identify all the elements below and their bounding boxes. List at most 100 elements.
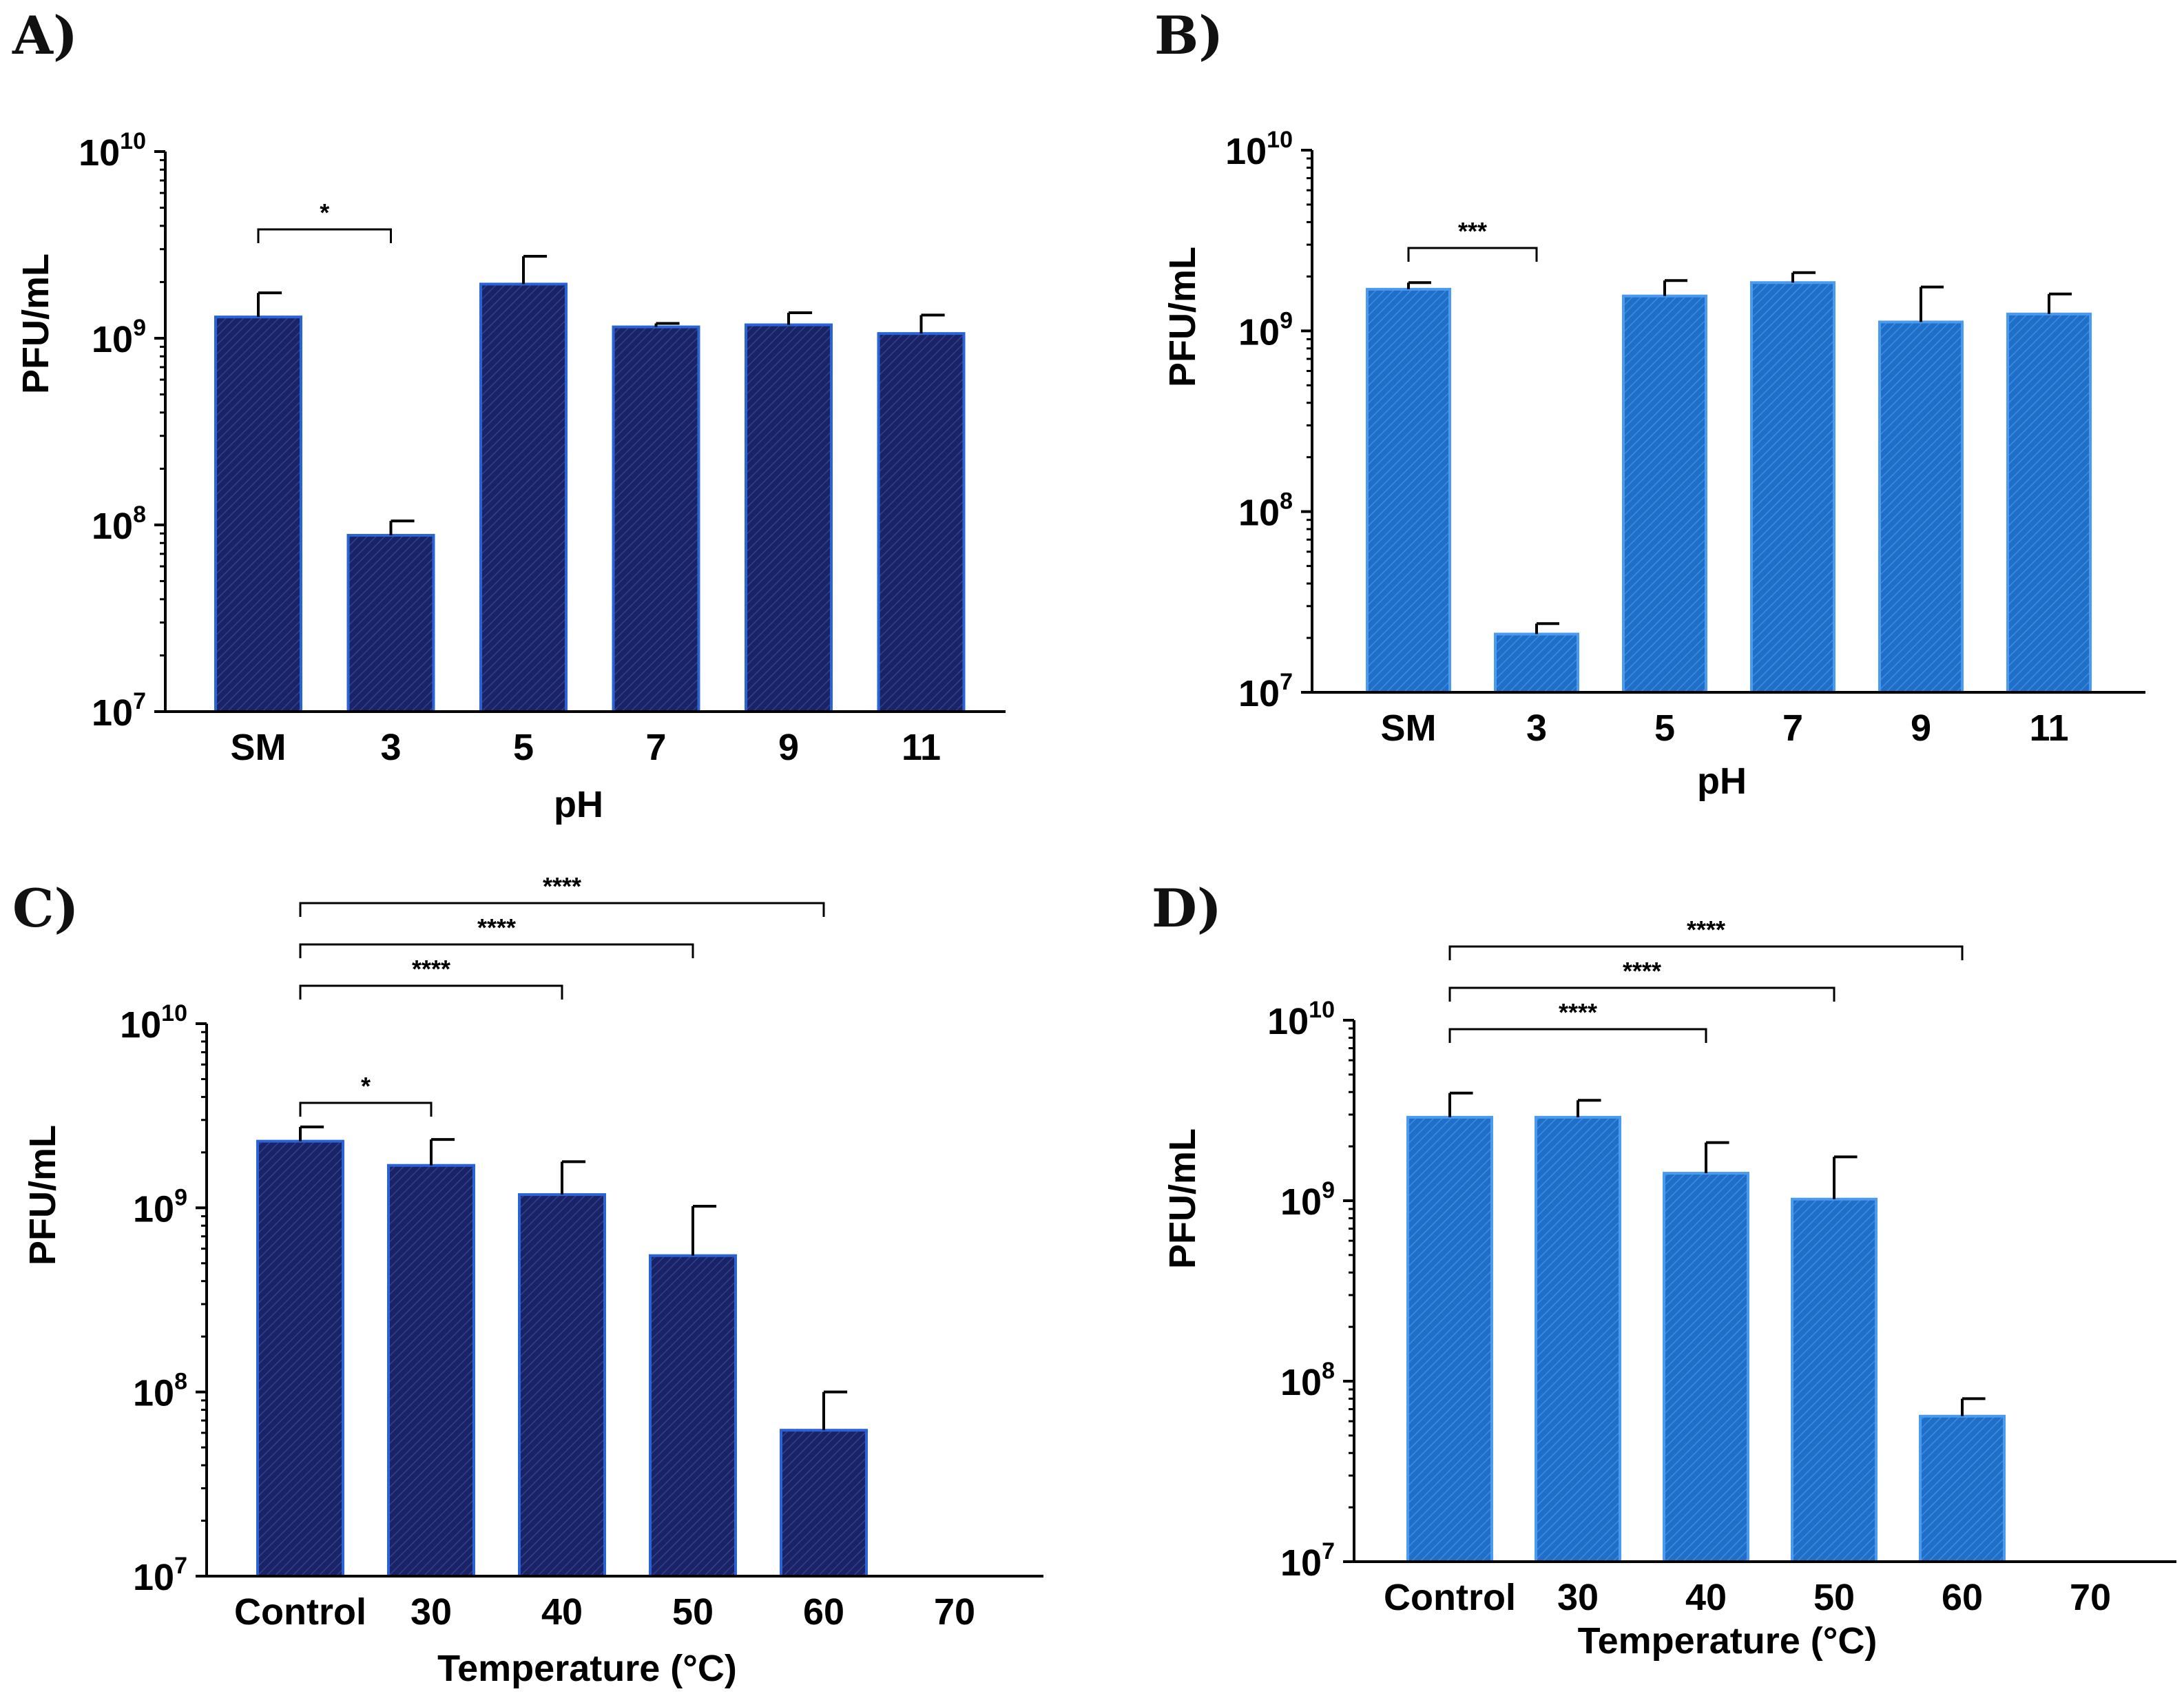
bar: [1919, 1414, 2006, 1563]
bar: [1494, 632, 1579, 694]
y-tick-base: 10: [92, 692, 133, 734]
y-tick-base: 10: [1238, 311, 1280, 353]
x-axis-title: Temperature (°C): [1578, 1620, 1878, 1662]
y-axis-title: PFU/mL: [15, 254, 56, 394]
significance-label: *: [320, 198, 329, 227]
bar: [745, 323, 833, 714]
significance-bracket: [299, 943, 694, 958]
y-tick-exponent: 10: [1267, 127, 1293, 153]
y-tick-label: 109: [92, 315, 146, 360]
y-tick-label: 1010: [1267, 997, 1335, 1042]
x-tick-label: 5: [1654, 707, 1675, 749]
y-tick-label: 107: [92, 688, 146, 734]
x-tick-label: SM: [1381, 707, 1437, 749]
significance-bracket: [1407, 247, 1538, 262]
y-tick-label: 108: [92, 501, 146, 547]
y-tick-exponent: 9: [1280, 307, 1293, 333]
x-axis-title: pH: [1697, 761, 1747, 802]
y-tick-label: 107: [1280, 1538, 1335, 1584]
bar: [1406, 1115, 1493, 1563]
x-tick-label: 11: [902, 727, 941, 768]
x-tick-label: 7: [1782, 707, 1803, 749]
y-tick-base: 10: [120, 1004, 161, 1046]
x-tick-label: 50: [1813, 1577, 1855, 1618]
y-tick-label: 107: [133, 1553, 187, 1598]
y-tick-base: 10: [1280, 1362, 1322, 1403]
bar: [518, 1193, 606, 1578]
bar: [1366, 287, 1451, 694]
significance-label: *: [361, 1072, 371, 1100]
x-tick-label: 70: [2070, 1577, 2111, 1618]
y-tick-label: 108: [1280, 1358, 1335, 1403]
x-tick-label: 70: [934, 1591, 975, 1633]
bar: [256, 1139, 344, 1578]
y-tick-base: 10: [1238, 673, 1280, 714]
y-tick-base: 10: [92, 319, 133, 360]
x-tick-label: 60: [803, 1591, 844, 1633]
panel-letter-c: C): [12, 878, 79, 939]
y-tick-exponent: 9: [1322, 1177, 1335, 1203]
x-tick-label: Control: [1384, 1577, 1516, 1618]
bar: [1750, 281, 1835, 694]
y-tick-label: 108: [1238, 488, 1293, 534]
x-tick-label: 3: [380, 727, 401, 768]
y-tick-label: 109: [1280, 1177, 1335, 1223]
significance-bracket: [1448, 1028, 1707, 1043]
x-tick-label: 50: [672, 1591, 714, 1633]
y-tick-exponent: 8: [174, 1369, 187, 1395]
bar: [1622, 294, 1707, 694]
significance-bracket: [299, 1102, 433, 1117]
significance-bracket: [257, 228, 392, 243]
x-tick-label: 7: [645, 727, 666, 768]
x-tick-label: 60: [1942, 1577, 1983, 1618]
y-tick-exponent: 9: [133, 315, 146, 341]
y-axis-title: PFU/mL: [1162, 1128, 1203, 1269]
x-tick-label: 40: [541, 1591, 583, 1633]
x-tick-label: 9: [1911, 707, 1931, 749]
bar: [649, 1254, 737, 1578]
y-tick-label: 107: [1238, 669, 1293, 714]
y-tick-base: 10: [92, 506, 133, 547]
y-tick-exponent: 10: [1309, 997, 1335, 1023]
y-tick-base: 10: [1225, 131, 1267, 172]
y-tick-exponent: 7: [174, 1553, 187, 1579]
panel-letter-a: A): [12, 5, 78, 66]
x-tick-label: SM: [231, 727, 287, 768]
y-tick-label: 109: [1238, 307, 1293, 353]
y-tick-exponent: 8: [133, 501, 146, 528]
y-tick-base: 10: [133, 1373, 174, 1414]
panel-letter-d: D): [1152, 878, 1222, 939]
bar: [780, 1429, 868, 1578]
x-axis-title: Temperature (°C): [437, 1648, 737, 1689]
x-tick-label: Control: [234, 1591, 366, 1633]
x-tick-label: 30: [1557, 1577, 1599, 1618]
y-tick-exponent: 9: [174, 1184, 187, 1210]
y-tick-base: 10: [133, 1188, 174, 1230]
x-tick-label: 3: [1526, 707, 1547, 749]
significance-bracket: [1448, 945, 1964, 960]
significance-label: ****: [1623, 957, 1661, 985]
significance-label: ****: [543, 872, 581, 900]
y-tick-exponent: 10: [161, 1000, 187, 1026]
bar: [1791, 1197, 1878, 1563]
bar: [346, 534, 435, 713]
bar: [2006, 312, 2092, 694]
bar: [1878, 320, 1964, 694]
bar: [877, 332, 966, 714]
y-tick-label: 1010: [1225, 127, 1293, 172]
significance-bracket: [299, 984, 563, 1000]
panel-letter-b: B): [1154, 5, 1223, 66]
bar: [214, 316, 302, 713]
y-tick-exponent: 7: [1322, 1538, 1335, 1564]
y-tick-label: 1010: [79, 128, 146, 174]
y-tick-base: 10: [1238, 493, 1280, 534]
y-tick-base: 10: [133, 1557, 174, 1598]
y-axis-title: PFU/mL: [22, 1125, 63, 1265]
y-axis-title: PFU/mL: [1162, 247, 1203, 387]
y-tick-label: 1010: [120, 1000, 187, 1046]
significance-label: ****: [1559, 998, 1597, 1026]
y-tick-exponent: 8: [1322, 1358, 1335, 1384]
